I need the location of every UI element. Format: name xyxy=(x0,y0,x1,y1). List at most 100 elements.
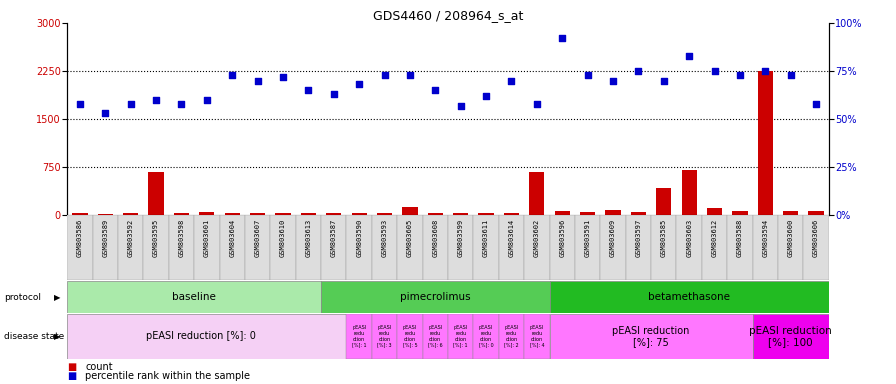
Bar xyxy=(530,172,545,215)
Text: ■: ■ xyxy=(67,371,76,381)
Point xyxy=(124,101,138,107)
Text: disease state: disease state xyxy=(4,332,65,341)
Point xyxy=(530,101,544,107)
Text: GSM803597: GSM803597 xyxy=(635,218,642,257)
Point xyxy=(403,72,418,78)
Text: GSM803590: GSM803590 xyxy=(356,218,362,257)
Point xyxy=(504,78,519,84)
Point xyxy=(149,97,163,103)
Bar xyxy=(149,172,164,215)
Point xyxy=(556,35,570,41)
Bar xyxy=(372,215,397,280)
Text: GSM803587: GSM803587 xyxy=(331,218,337,257)
Bar xyxy=(377,213,392,215)
Bar xyxy=(427,213,443,215)
Point xyxy=(301,87,315,93)
Bar xyxy=(347,215,372,280)
Text: ■: ■ xyxy=(67,362,76,372)
Text: pEASI
redu
ction
[%]: 4: pEASI redu ction [%]: 4 xyxy=(530,325,544,348)
Title: GDS4460 / 208964_s_at: GDS4460 / 208964_s_at xyxy=(373,9,523,22)
Bar xyxy=(707,208,722,215)
Bar xyxy=(448,314,473,359)
Text: GSM803598: GSM803598 xyxy=(178,218,185,257)
Bar xyxy=(524,314,549,359)
Bar xyxy=(220,215,245,280)
Bar xyxy=(758,71,773,215)
Bar xyxy=(168,215,194,280)
Bar xyxy=(728,215,753,280)
Text: GSM803603: GSM803603 xyxy=(686,218,693,257)
Point xyxy=(631,68,645,74)
Text: GSM803606: GSM803606 xyxy=(813,218,819,257)
Bar xyxy=(656,187,671,215)
Text: pEASI
redu
ction
[%]: 1: pEASI redu ction [%]: 1 xyxy=(453,325,468,348)
Bar xyxy=(478,214,494,215)
Point xyxy=(809,101,823,107)
Text: percentile rank within the sample: percentile rank within the sample xyxy=(85,371,250,381)
Bar xyxy=(372,314,397,359)
Bar xyxy=(245,215,271,280)
Text: GSM803614: GSM803614 xyxy=(508,218,514,257)
Bar xyxy=(504,213,519,215)
Point xyxy=(327,91,341,97)
Text: GSM803593: GSM803593 xyxy=(382,218,388,257)
Text: GSM803605: GSM803605 xyxy=(407,218,413,257)
Point xyxy=(225,72,239,78)
Text: pEASI
redu
ction
[%]: 5: pEASI redu ction [%]: 5 xyxy=(402,325,418,348)
Point xyxy=(352,81,366,88)
Text: GSM803607: GSM803607 xyxy=(254,218,261,257)
Point xyxy=(682,53,696,59)
Text: protocol: protocol xyxy=(4,293,41,302)
Point xyxy=(783,72,798,78)
Bar xyxy=(676,215,702,280)
Text: GSM803594: GSM803594 xyxy=(762,218,769,257)
Point xyxy=(251,78,265,84)
Point xyxy=(200,97,214,103)
Text: pEASI
redu
ction
[%]: 0: pEASI redu ction [%]: 0 xyxy=(478,325,494,348)
Bar xyxy=(499,314,524,359)
Text: GSM803591: GSM803591 xyxy=(584,218,590,257)
Bar xyxy=(473,314,499,359)
Text: GSM803599: GSM803599 xyxy=(458,218,464,257)
Point xyxy=(708,68,722,74)
Text: GSM803611: GSM803611 xyxy=(483,218,489,257)
Bar xyxy=(326,214,341,215)
Bar xyxy=(625,215,651,280)
Bar xyxy=(118,215,143,280)
Bar xyxy=(555,210,570,215)
Bar xyxy=(524,215,549,280)
Text: GSM803595: GSM803595 xyxy=(153,218,159,257)
Bar xyxy=(321,215,347,280)
Point xyxy=(428,87,443,93)
Bar xyxy=(67,215,92,280)
Bar xyxy=(783,210,798,215)
Bar xyxy=(271,215,296,280)
Text: GSM803602: GSM803602 xyxy=(534,218,540,257)
Bar xyxy=(73,213,88,215)
Bar xyxy=(600,215,625,280)
Point xyxy=(453,103,468,109)
Text: GSM803592: GSM803592 xyxy=(127,218,134,257)
Text: pEASI reduction
[%]: 100: pEASI reduction [%]: 100 xyxy=(749,326,832,347)
Text: GSM803589: GSM803589 xyxy=(102,218,108,257)
Bar xyxy=(499,215,524,280)
Point xyxy=(73,101,87,107)
Text: pimecrolimus: pimecrolimus xyxy=(400,292,470,302)
Bar xyxy=(423,215,448,280)
Bar xyxy=(194,215,220,280)
Point xyxy=(657,78,671,84)
Bar xyxy=(549,314,753,359)
Bar xyxy=(453,214,469,215)
Bar xyxy=(301,213,316,215)
Point xyxy=(174,101,189,107)
Text: pEASI
redu
ction
[%]: 6: pEASI redu ction [%]: 6 xyxy=(428,325,443,348)
Text: pEASI reduction [%]: 0: pEASI reduction [%]: 0 xyxy=(145,331,255,341)
Bar xyxy=(423,314,448,359)
Point xyxy=(758,68,772,74)
Bar xyxy=(682,170,697,215)
Text: pEASI
redu
ction
[%]: 2: pEASI redu ction [%]: 2 xyxy=(504,325,519,348)
Bar xyxy=(631,212,646,215)
Text: ▶: ▶ xyxy=(55,293,61,302)
Bar xyxy=(402,207,418,215)
Bar xyxy=(606,210,621,215)
